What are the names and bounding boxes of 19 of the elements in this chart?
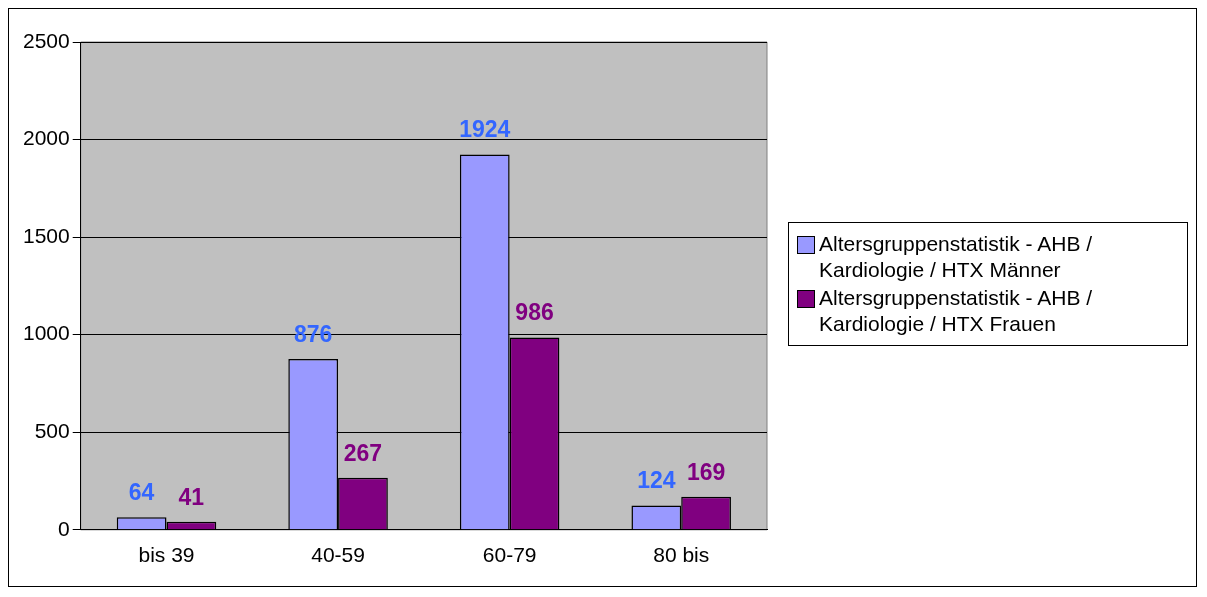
legend-label: Altersgruppenstatistik - AHB / Kardiologie / HTX Frauen <box>819 285 1094 337</box>
data-label: 986 <box>515 299 554 326</box>
x-tick-label: 80 bis <box>653 543 710 567</box>
data-label: 1924 <box>459 116 511 143</box>
x-tick-label: 40-59 <box>311 543 365 567</box>
y-tick-label: 2000 <box>23 126 70 150</box>
y-tick-label: 500 <box>34 419 70 443</box>
data-label: 41 <box>178 483 205 510</box>
data-label: 124 <box>637 467 676 494</box>
y-tick-label: 0 <box>58 516 70 540</box>
legend-label: Altersgruppenstatistik - AHB / Kardiologie / HTX Männer <box>819 231 1094 283</box>
y-tick-label: 2500 <box>23 28 70 52</box>
x-tick-label: bis 39 <box>138 543 195 567</box>
data-label: 169 <box>686 458 726 485</box>
y-tick-label: 1000 <box>23 321 70 345</box>
data-label: 64 <box>128 479 155 506</box>
data-label: 267 <box>343 439 383 466</box>
y-tick-label: 1500 <box>23 223 70 247</box>
x-tick-label: 60-79 <box>482 543 537 567</box>
